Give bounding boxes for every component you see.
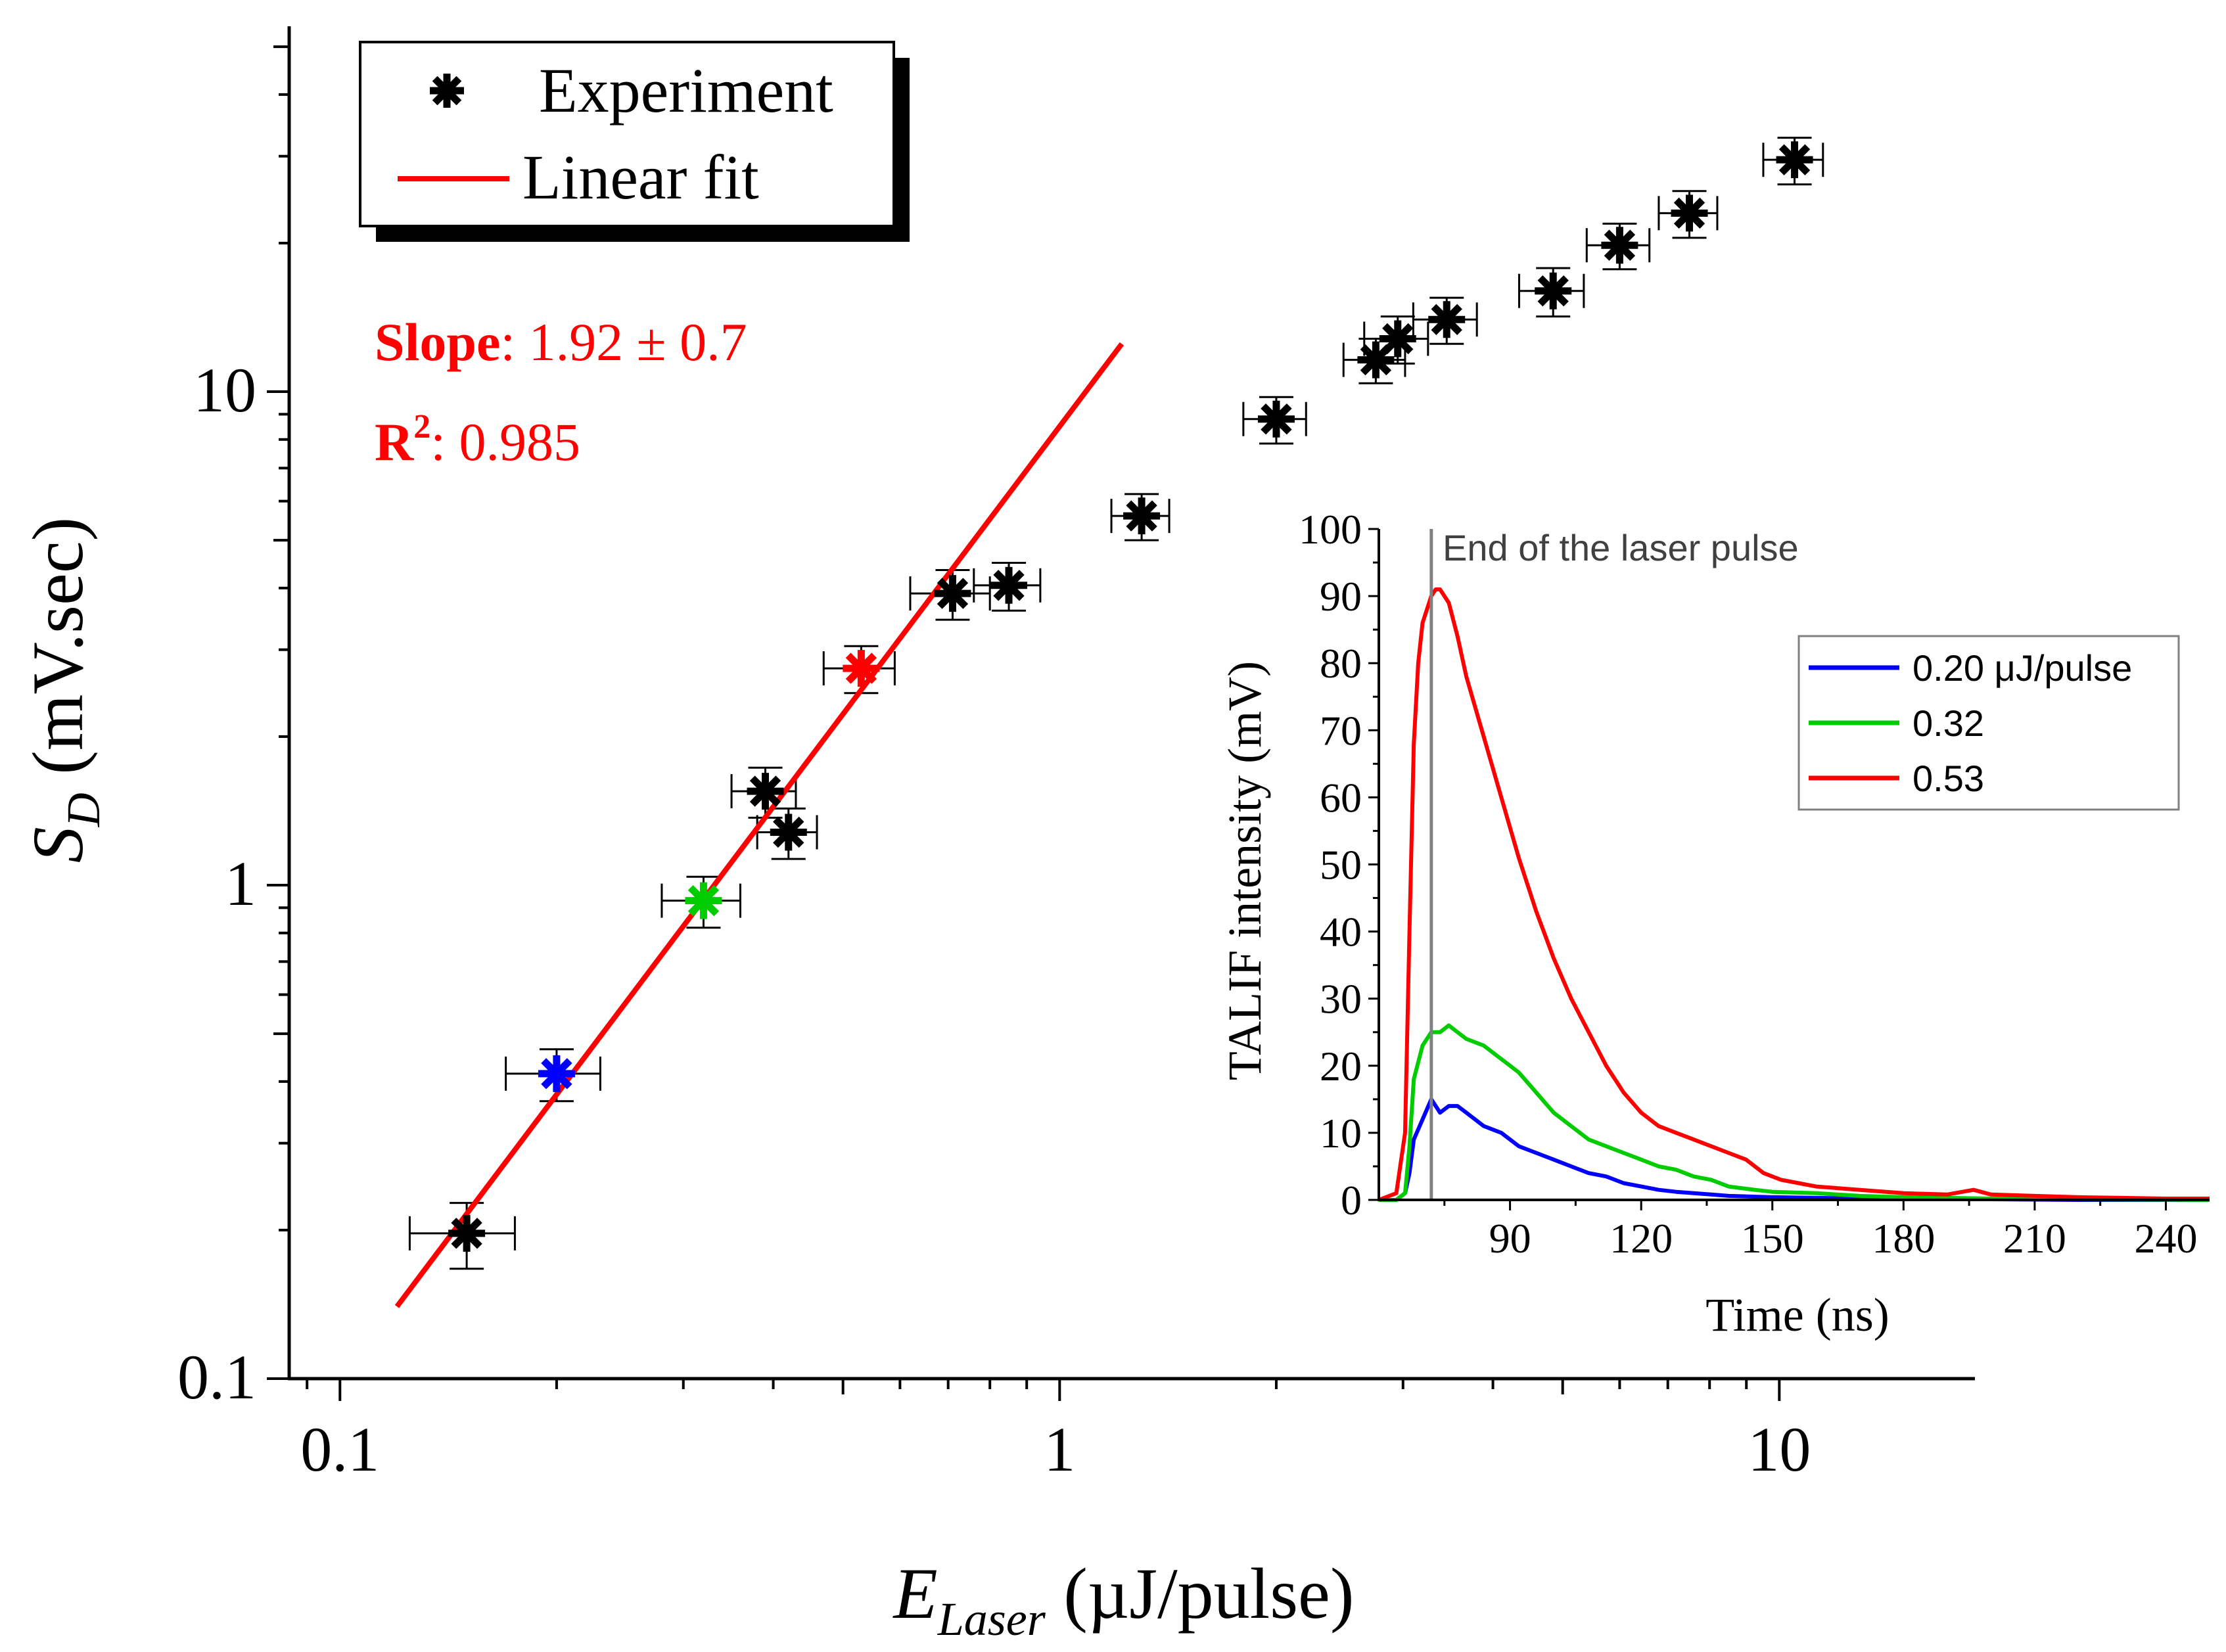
data-point-stroke-d2 (1673, 197, 1705, 229)
data-point-stroke-d2 (773, 816, 804, 848)
legend-label-experiment: Experiment (539, 55, 833, 126)
legend-label-fit: Linear fit (522, 142, 759, 212)
legend-asterisk-icon (430, 74, 464, 108)
data-point (1379, 320, 1416, 357)
main-x-tick-label: 10 (1748, 1414, 1811, 1484)
main-y-tick-label: 10 (193, 355, 256, 425)
data-point (685, 882, 722, 919)
slope-label: Slope (375, 312, 500, 372)
data-point (747, 773, 784, 810)
y-label-main: S (18, 827, 98, 863)
x-label-main: E (893, 1553, 938, 1634)
legend-box (359, 41, 895, 227)
data-point-stroke-d2 (845, 653, 877, 684)
inset-x-tick-label: 180 (1872, 1215, 1935, 1262)
inset-axes: 0 10 20 30 40 50 60 70 80 90 100 90 120 150 180 210 240 (1299, 506, 2210, 1262)
data-point (538, 1055, 575, 1092)
data-point (1671, 195, 1708, 232)
main-x-axis-label: ELaser (µJ/pulse) (893, 1553, 1355, 1645)
main-plot-data (394, 137, 1824, 1308)
y-label-unit: (mV.sec) (18, 517, 98, 793)
inset-y-tick-label: 70 (1320, 707, 1362, 754)
slope-annotation: Slope: 1.92 ± 0.7 (375, 312, 747, 372)
data-point-stroke-d2 (1431, 304, 1462, 335)
y-label-sub: D (57, 792, 110, 827)
data-point-stroke-d2 (749, 775, 781, 807)
linear-fit-line (394, 342, 1125, 1308)
data-point-stroke-d2 (937, 578, 969, 609)
slope-value: : 1.92 ± 0.7 (500, 312, 747, 372)
inset-x-tick-label: 150 (1741, 1215, 1804, 1262)
data-point-stroke-d2 (1537, 275, 1569, 307)
inset-x-axis-label: Time (ns) (1705, 1289, 1889, 1341)
data-point (448, 1214, 486, 1252)
inset-series-line (1379, 1023, 2210, 1202)
inset-y-tick-label: 0 (1341, 1177, 1362, 1224)
inset-y-tick-label: 40 (1320, 909, 1362, 955)
inset-y-tick-label: 50 (1320, 842, 1362, 888)
data-point-stroke-d2 (1778, 144, 1811, 175)
r2-label: R (375, 412, 414, 472)
data-point-stroke-d2 (541, 1058, 572, 1090)
data-point-stroke-d2 (1382, 323, 1414, 355)
inset-y-tick-label: 60 (1320, 774, 1362, 821)
data-point-stroke-d2 (1126, 500, 1157, 532)
main-plot-axes: 0.1 1 10 0.1 1 10 (177, 26, 1975, 1484)
inset-y-tick-label: 10 (1320, 1110, 1362, 1157)
data-point (1776, 141, 1813, 179)
inset-y-tick-label: 20 (1320, 1043, 1362, 1090)
main-y-axis-label: SD (mV.sec) (18, 517, 110, 863)
data-point (934, 575, 971, 612)
inset-legend: 0.20 μJ/pulse 0.32 0.53 (1797, 635, 2180, 811)
data-point-stroke-d2 (687, 884, 720, 917)
main-legend: Experiment Linear fit (359, 41, 910, 242)
inset-y-tick-label: 100 (1299, 506, 1362, 553)
inset-background (1374, 526, 2210, 1203)
inset-vline-label: End of the laser pulse (1443, 527, 1799, 568)
error-bar (1518, 267, 1585, 318)
data-point (1123, 497, 1161, 535)
inset-x-tick-label: 240 (2134, 1215, 2197, 1262)
inset-data (1378, 529, 2210, 1202)
r2-value: : 0.985 (430, 412, 580, 472)
inset-legend-label-2: 0.32 (1913, 702, 1984, 744)
main-y-tick-label: 1 (225, 848, 256, 919)
inset-legend-label-3: 0.53 (1913, 758, 1984, 799)
data-point-stroke-d2 (993, 570, 1025, 601)
inset-y-tick-label: 80 (1320, 640, 1362, 687)
x-label-sub: Laser (937, 1593, 1046, 1645)
main-y-tick-label: 0.1 (177, 1342, 256, 1412)
data-point (843, 650, 880, 687)
data-point (990, 566, 1028, 604)
data-point-stroke-d2 (451, 1218, 482, 1249)
legend-asterisk-stroke-d2 (432, 76, 462, 106)
data-point-stroke-d2 (1261, 403, 1292, 435)
data-point (770, 814, 807, 851)
inset-y-tick-label: 30 (1320, 976, 1362, 1022)
inset-x-tick-label: 120 (1610, 1215, 1673, 1262)
data-point (1535, 272, 1572, 310)
inset-x-tick-label: 210 (2003, 1215, 2066, 1262)
inset-y-tick-label: 90 (1320, 573, 1362, 620)
data-point (1601, 227, 1638, 264)
data-point (1257, 400, 1295, 438)
x-label-unit: (µJ/pulse) (1046, 1553, 1355, 1634)
inset-x-tick-label: 90 (1489, 1215, 1531, 1262)
inset-y-axis-label: TALIF intensity (mV) (1218, 661, 1271, 1080)
inset-series-line (1379, 1097, 2210, 1202)
r2-annotation: R2: 0.985 (375, 408, 580, 472)
r2-superscript: 2 (413, 408, 430, 446)
data-point-stroke-d2 (1604, 229, 1636, 261)
main-x-tick-label: 0.1 (300, 1414, 379, 1484)
data-point (1428, 301, 1466, 338)
main-x-tick-label: 1 (1044, 1414, 1075, 1484)
inset-legend-label-1: 0.20 μJ/pulse (1913, 647, 2132, 689)
legend-asterisk (430, 74, 464, 108)
